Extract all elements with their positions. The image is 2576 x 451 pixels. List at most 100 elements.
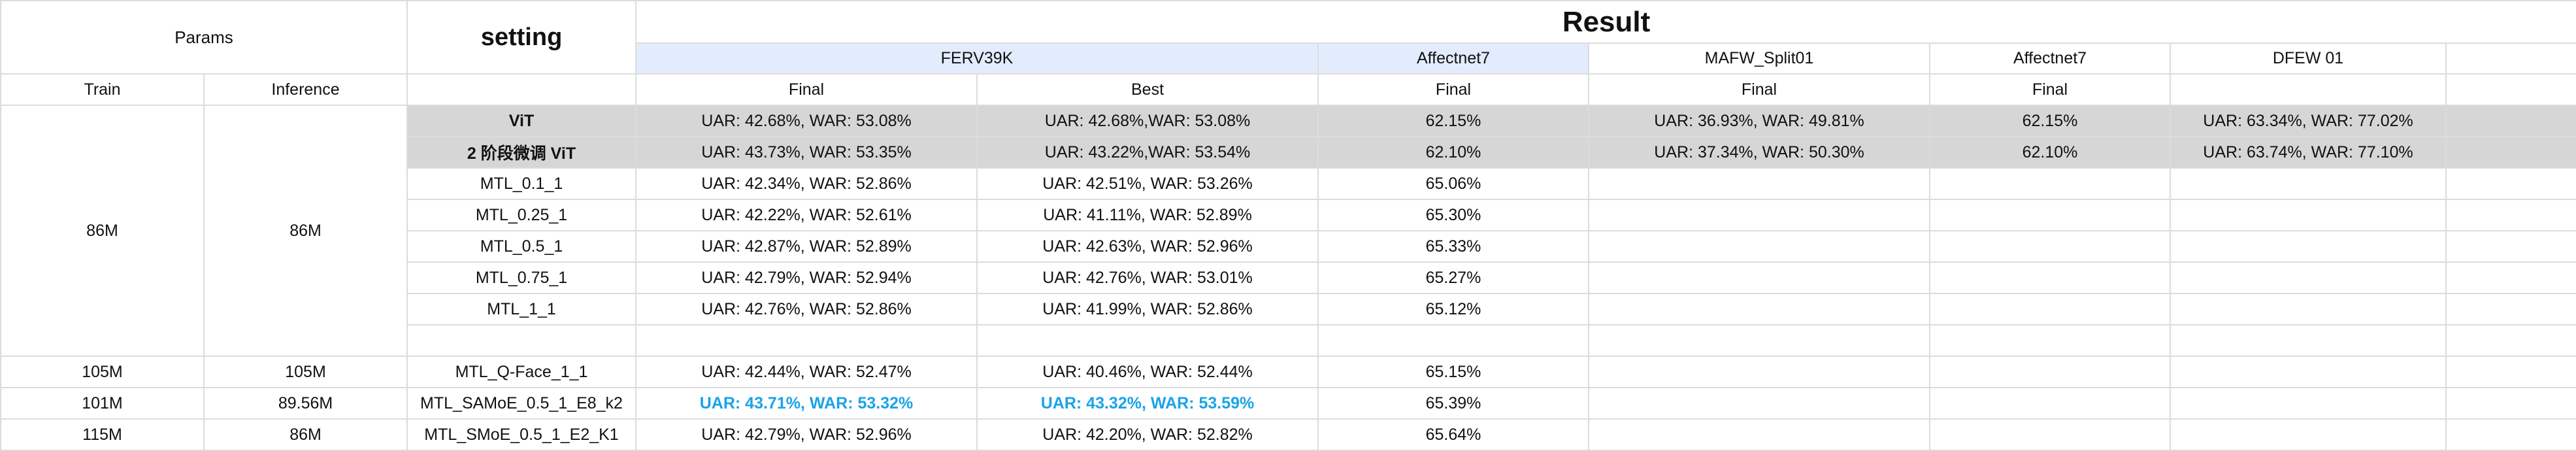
empty-cell (2170, 387, 2447, 420)
ferv-final-cell: UAR: 42.76%, WAR: 52.86% (635, 293, 978, 326)
empty-cell (2445, 387, 2576, 420)
table-row: MTL_1_1 UAR: 42.76%, WAR: 52.86% UAR: 41… (1, 293, 2576, 326)
inference-params-cell: 105M (203, 356, 408, 388)
setting-cell: MTL_1_1 (406, 293, 637, 326)
empty-cell (2170, 418, 2447, 451)
empty-cell (2170, 356, 2447, 388)
dataset-affectnet7-2: Affectnet7 (1929, 42, 2171, 75)
inference-params-86m: 86M (203, 105, 408, 357)
aff-final-header: Final (1317, 73, 1590, 106)
table-row: 101M 89.56M MTL_SAMoE_0.5_1_E8_k2 UAR: 4… (0, 387, 2576, 420)
mafw-final-header: Final (1588, 73, 1931, 106)
train-header: Train (0, 73, 205, 106)
empty-cell (406, 324, 637, 357)
empty-cell (1588, 418, 1931, 451)
table-row: MTL_0.5_1 UAR: 42.87%, WAR: 52.89% UAR: … (1, 230, 2576, 263)
aff-final-cell: 65.06% (1317, 167, 1590, 200)
inference-params-cell: 86M (203, 418, 408, 451)
header-row-1: Params setting Result (0, 0, 2576, 75)
ferv-final-header: Final (635, 73, 978, 106)
ferv-best-cell: UAR: 42.20%, WAR: 52.82% (976, 418, 1319, 451)
empty-cell (1588, 356, 1931, 388)
empty-cell (2445, 230, 2576, 263)
empty-cell (2170, 73, 2447, 106)
mafw-final-cell: UAR: 37.34%, WAR: 50.30% (1588, 136, 1931, 169)
empty-cell (1588, 199, 1931, 231)
table-row: MTL_0.1_1 UAR: 42.34%, WAR: 52.86% UAR: … (1, 167, 2576, 200)
ferv-final-cell: UAR: 43.73%, WAR: 53.35% (635, 136, 978, 169)
dataset-affectnet7: Affectnet7 (1317, 42, 1590, 75)
table-row: 105M 105M MTL_Q-Face_1_1 UAR: 42.44%, WA… (0, 356, 2576, 388)
mafw-final-cell: UAR: 36.93%, WAR: 49.81% (1588, 105, 1931, 137)
setting-cell: 2 阶段微调 ViT (406, 136, 637, 169)
ferv-best-cell: UAR: 40.46%, WAR: 52.44% (976, 356, 1319, 388)
ferv-final-cell: UAR: 42.79%, WAR: 52.96% (635, 418, 978, 451)
empty-cell (2170, 261, 2447, 294)
empty-cell (2445, 293, 2576, 326)
empty-cell (1929, 261, 2171, 294)
train-params-cell: 105M (0, 356, 205, 388)
setting-cell: MTL_0.1_1 (406, 167, 637, 200)
ferv-best-cell-highlight: UAR: 43.32%, WAR: 53.59% (976, 387, 1319, 420)
setting-cell: MTL_0.5_1 (406, 230, 637, 263)
empty-cell (2170, 293, 2447, 326)
ferv-final-cell-highlight: UAR: 43.71%, WAR: 53.32% (635, 387, 978, 420)
inference-params-cell: 89.56M (203, 387, 408, 420)
aff-final-cell: 65.12% (1317, 293, 1590, 326)
empty-cell (1929, 418, 2171, 451)
table-row: 115M 86M MTL_SMoE_0.5_1_E2_K1 UAR: 42.79… (0, 418, 2576, 451)
empty-cell (2445, 356, 2576, 388)
train-params-cell: 101M (0, 387, 205, 420)
empty-cell (2170, 199, 2447, 231)
empty-cell (635, 324, 978, 357)
empty-cell (406, 73, 637, 106)
empty-cell (1929, 356, 2171, 388)
empty-cell (2170, 324, 2447, 357)
ferv-best-cell: UAR: 41.99%, WAR: 52.86% (976, 293, 1319, 326)
aff-final-cell: 62.15% (1317, 105, 1590, 137)
setting-cell: MTL_SMoE_0.5_1_E2_K1 (406, 418, 637, 451)
ferv-best-cell: UAR: 42.63%, WAR: 52.96% (976, 230, 1319, 263)
ferv-final-cell: UAR: 42.87%, WAR: 52.89% (635, 230, 978, 263)
ferv-final-cell: UAR: 42.22%, WAR: 52.61% (635, 199, 978, 231)
empty-cell (1588, 387, 1931, 420)
ferv-final-cell: UAR: 42.68%, WAR: 53.08% (635, 105, 978, 137)
train-params-86m: 86M (0, 105, 205, 357)
empty-cell (2445, 42, 2576, 75)
aff-final-cell: 65.33% (1317, 230, 1590, 263)
ferv-best-cell: UAR: 42.76%, WAR: 53.01% (976, 261, 1319, 294)
aff-final-cell: 65.39% (1317, 387, 1590, 420)
empty-cell (1588, 167, 1931, 200)
empty-cell (2445, 73, 2576, 106)
dfew-cell: UAR: 63.74%, WAR: 77.10% (2170, 136, 2447, 169)
ferv-best-cell: UAR: 42.68%,WAR: 53.08% (976, 105, 1319, 137)
empty-cell (2445, 105, 2576, 137)
empty-cell (2445, 324, 2576, 357)
empty-cell (1929, 199, 2171, 231)
aff-final-cell: 65.27% (1317, 261, 1590, 294)
empty-cell (1929, 293, 2171, 326)
ferv-final-cell: UAR: 42.44%, WAR: 52.47% (635, 356, 978, 388)
table-row: 86M 86M ViT UAR: 42.68%, WAR: 53.08% UAR… (0, 105, 2576, 357)
empty-cell (2445, 199, 2576, 231)
empty-cell (1929, 387, 2171, 420)
empty-cell (2170, 167, 2447, 200)
aff-final-cell: 62.10% (1317, 136, 1590, 169)
table-row-empty (1, 324, 2576, 357)
empty-cell (976, 324, 1319, 357)
train-params-cell: 115M (0, 418, 205, 451)
table-row: MTL_0.75_1 UAR: 42.79%, WAR: 52.94% UAR:… (1, 261, 2576, 294)
setting-header: setting (406, 0, 637, 75)
result-header: Result (635, 0, 2576, 44)
empty-cell (2445, 418, 2576, 451)
header-row-3: Train Inference Final Best Final Final F… (0, 73, 2576, 106)
inference-header: Inference (203, 73, 408, 106)
dfew-cell: UAR: 63.34%, WAR: 77.02% (2170, 105, 2447, 137)
aff-final-cell: 65.15% (1317, 356, 1590, 388)
aff2-final-header: Final (1929, 73, 2171, 106)
dataset-ferv39k: FERV39K (635, 42, 1319, 75)
header-row-2: FERV39K Affectnet7 MAFW_Split01 Affectne… (1, 42, 2576, 75)
setting-cell: MTL_0.25_1 (406, 199, 637, 231)
empty-cell (1929, 324, 2171, 357)
